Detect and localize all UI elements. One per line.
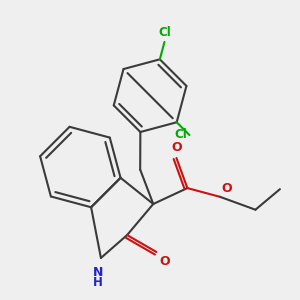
Text: O: O [171,141,182,154]
Text: H: H [93,276,103,289]
Text: Cl: Cl [174,128,187,142]
Text: O: O [222,182,232,195]
Text: N: N [92,266,103,279]
Text: O: O [160,255,170,268]
Text: Cl: Cl [158,26,171,39]
